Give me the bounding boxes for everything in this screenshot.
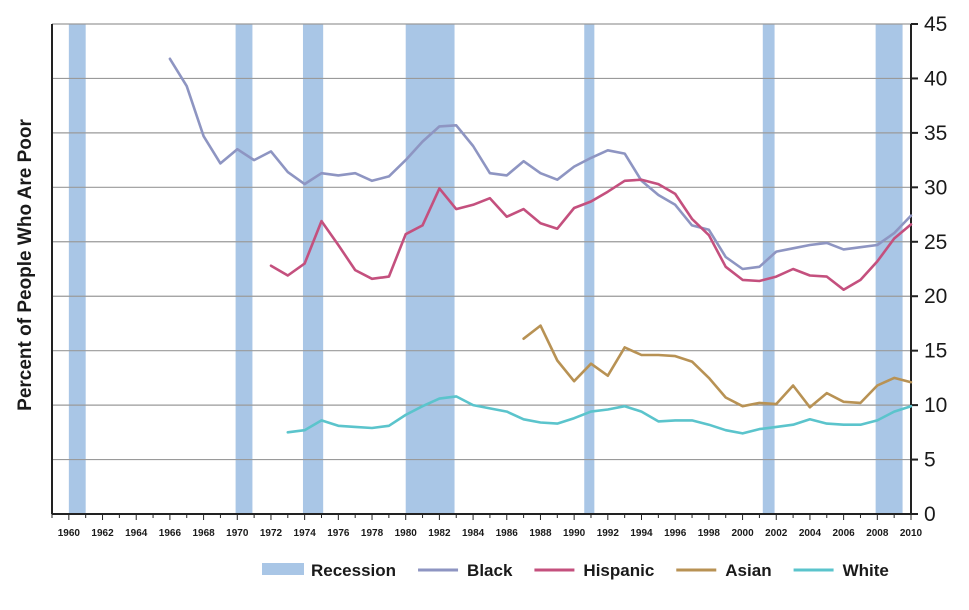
y-tick-label: 10 [924, 394, 947, 417]
y-tick-label: 45 [924, 13, 947, 36]
y-tick-label: 20 [924, 285, 947, 308]
series-lines [168, 57, 913, 435]
legend: Recession Black Hispanic Asian White [262, 561, 889, 580]
y-tick-label: 40 [924, 67, 947, 90]
recession-bands [68, 24, 903, 514]
x-tick-label: 2010 [900, 528, 923, 539]
x-tick-label: 1980 [395, 528, 418, 539]
grid-lines [52, 23, 911, 461]
x-tick-label: 1976 [327, 528, 350, 539]
y-axis-label: Percent of People Who Are Poor [15, 119, 36, 411]
series-line-white [286, 395, 913, 435]
x-tick-label: 1988 [529, 528, 552, 539]
x-tick-label: 1986 [496, 528, 519, 539]
x-tick-label: 2000 [731, 528, 754, 539]
x-tick-label: 1994 [630, 528, 653, 539]
recession-band-2 [235, 24, 253, 514]
y-tick-label: 15 [924, 340, 947, 363]
legend-label-hispanic: Hispanic [583, 561, 654, 580]
recession-band-6 [762, 24, 775, 514]
x-tick-label: 2002 [765, 528, 788, 539]
recession-band-7 [875, 24, 903, 514]
x-tick-label: 1964 [125, 528, 148, 539]
legend-label-recession: Recession [311, 561, 396, 580]
series-line-hispanic [269, 178, 913, 292]
recession-band-5 [584, 24, 595, 514]
recession-band-4 [405, 24, 455, 514]
legend-swatch-recession [262, 563, 304, 575]
x-tick-label: 1972 [260, 528, 283, 539]
legend-label-asian: Asian [725, 561, 771, 580]
x-tick-label: 2006 [833, 528, 856, 539]
axes [51, 23, 918, 520]
x-tick-label: 1962 [91, 528, 114, 539]
x-tick-label: 1982 [428, 528, 451, 539]
x-tick-label: 2008 [866, 528, 889, 539]
series-line-asian [522, 324, 913, 409]
recession-band-3 [302, 24, 324, 514]
x-tick-label: 1998 [698, 528, 721, 539]
y-tick-label: 25 [924, 231, 947, 254]
x-tick-label: 1968 [192, 528, 215, 539]
y-tick-label: 5 [924, 449, 936, 472]
x-tick-labels: 1960 1962 1964 1966 1968 1970 1972 1974 1976 1978… [58, 528, 923, 539]
y-tick-label: 0 [924, 503, 936, 526]
recession-band-1 [68, 24, 86, 514]
x-tick-label: 1996 [664, 528, 687, 539]
series-line-black [168, 57, 913, 271]
x-tick-label: 1978 [361, 528, 384, 539]
x-tick-label: 1992 [597, 528, 620, 539]
y-tick-label: 35 [924, 122, 947, 145]
legend-label-white: White [843, 561, 889, 580]
y-tick-label: 30 [924, 176, 947, 199]
x-tick-label: 1970 [226, 528, 249, 539]
x-tick-label: 1960 [58, 528, 81, 539]
x-tick-label: 2004 [799, 528, 822, 539]
x-tick-label: 1990 [563, 528, 586, 539]
legend-label-black: Black [467, 561, 513, 580]
y-tick-labels: 0 5 10 15 20 25 30 35 40 45 [924, 13, 947, 526]
x-tick-label: 1974 [294, 528, 317, 539]
x-tick-label: 1984 [462, 528, 485, 539]
x-tick-label: 1966 [159, 528, 182, 539]
